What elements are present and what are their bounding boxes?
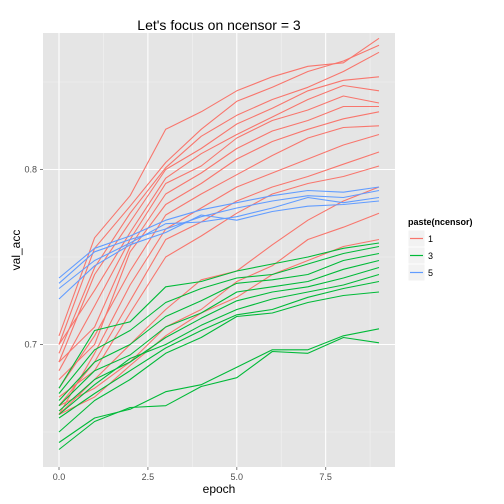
series-line-1 — [58, 133, 380, 415]
series-line-3 — [58, 245, 380, 394]
series-line-1 — [58, 51, 380, 354]
series-line-3 — [58, 266, 380, 412]
series-line-3 — [58, 328, 380, 443]
series-line-1 — [58, 186, 380, 415]
series-line-3 — [58, 273, 380, 415]
chart-title: Let's focus on ncensor = 3 — [137, 17, 301, 33]
x-tick-label: 2.5 — [142, 472, 155, 482]
plot-panel — [43, 33, 395, 467]
legend: paste(ncensor) 1 3 5 — [407, 217, 473, 282]
legend-label-3: 3 — [428, 251, 433, 261]
x-tick-label: 7.5 — [319, 472, 332, 482]
series-line-1 — [58, 151, 380, 407]
series-line-3 — [58, 291, 380, 433]
series-line-1 — [58, 165, 380, 398]
series-line-1 — [58, 84, 380, 345]
series-line-3 — [58, 259, 380, 407]
series-line-1 — [58, 125, 380, 389]
y-tick-label: 0.7 — [24, 340, 37, 350]
series-line-5 — [58, 196, 380, 289]
series-line-3 — [58, 336, 380, 450]
legend-label-5: 5 — [428, 268, 433, 278]
series-line-3 — [58, 252, 380, 401]
y-tick-label: 0.8 — [24, 165, 37, 175]
series-line-5 — [58, 186, 380, 279]
x-tick-label: 5.0 — [231, 472, 244, 482]
series-line-1 — [58, 105, 379, 363]
y-axis-title: val_acc — [9, 230, 23, 271]
series-line-1 — [58, 37, 380, 336]
legend-label-1: 1 — [428, 234, 433, 244]
series-line-5 — [58, 200, 380, 300]
legend-title: paste(ncensor) — [408, 217, 473, 227]
series-line-3 — [58, 242, 380, 389]
series-line-1 — [58, 212, 380, 407]
series-line-1 — [58, 44, 380, 345]
grid-lines — [43, 33, 395, 467]
series-line-3 — [58, 280, 380, 419]
series-lines — [58, 37, 380, 450]
x-axis: 0.0 2.5 5.0 7.5 — [53, 467, 332, 482]
x-tick-label: 0.0 — [53, 472, 66, 482]
y-axis: 0.7 0.8 — [24, 165, 43, 350]
series-line-1 — [58, 238, 380, 415]
series-line-1 — [58, 111, 380, 380]
series-line-5 — [58, 189, 380, 284]
series-line-1 — [58, 76, 380, 363]
x-axis-title: epoch — [203, 482, 236, 496]
series-line-1 — [58, 95, 380, 371]
